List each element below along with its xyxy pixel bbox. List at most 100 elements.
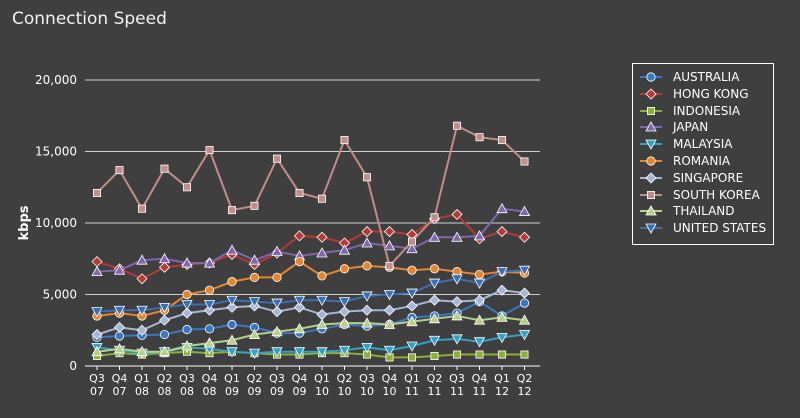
y-tick-label: 20,000: [35, 73, 77, 87]
data-point-united-states: [293, 295, 306, 307]
data-point-japan: [338, 244, 351, 255]
data-point-hong-kong: [361, 226, 373, 238]
data-point-hong-kong: [451, 208, 463, 220]
x-tick-label: Q4 07: [112, 372, 128, 398]
legend-symbol: [640, 88, 662, 100]
legend-marker: [646, 72, 656, 82]
data-point-japan: [383, 240, 396, 251]
data-point-south-korea: [93, 188, 102, 197]
data-point-hong-kong: [158, 261, 171, 273]
data-point-japan: [406, 242, 418, 254]
data-point-south-korea: [227, 206, 236, 215]
data-point-thailand: [406, 315, 418, 327]
data-point-united-states: [91, 307, 103, 318]
data-point-indonesia: [475, 350, 484, 359]
data-point-australia: [204, 324, 215, 334]
data-point-thailand: [473, 314, 486, 325]
data-point-south-korea: [362, 173, 371, 182]
data-point-hong-kong: [316, 231, 328, 243]
data-point-romania: [294, 257, 305, 267]
legend-symbol: [640, 172, 662, 184]
data-point-thailand: [158, 345, 171, 357]
data-point-singapore: [406, 300, 418, 312]
data-point-thailand: [226, 334, 238, 345]
data-point-singapore: [518, 287, 531, 299]
legend-label: JAPAN: [673, 120, 709, 135]
legend-marker: [646, 156, 656, 166]
data-point-malaysia: [293, 347, 306, 358]
x-tick-label: Q2 12: [517, 372, 533, 398]
chart-legend: AUSTRALIA HONG KONG INDONESIA JAPAN MALAYSIA…: [632, 63, 774, 245]
data-point-south-korea: [250, 201, 259, 210]
legend-symbol: [640, 190, 662, 199]
data-point-japan: [113, 264, 126, 275]
y-tick-label: 5,000: [43, 288, 77, 302]
x-tick-label: Q4 11: [472, 372, 488, 398]
legend-marker: [645, 223, 657, 235]
data-point-south-korea: [160, 164, 169, 173]
data-point-romania: [474, 269, 485, 280]
x-tick-label: Q4 09: [292, 372, 308, 398]
data-point-south-korea: [385, 261, 394, 270]
data-point-united-states: [248, 297, 261, 308]
data-point-singapore: [136, 324, 148, 336]
x-tick-label: Q2 09: [247, 372, 263, 398]
data-point-south-korea: [205, 146, 214, 155]
data-point-japan: [91, 265, 103, 277]
legend-symbol: [640, 121, 662, 132]
data-point-japan: [271, 245, 283, 257]
data-point-australia: [182, 324, 192, 335]
x-tick-label: Q3 08: [179, 372, 195, 398]
data-point-japan: [518, 205, 531, 216]
data-point-united-states: [518, 265, 531, 277]
data-point-united-states: [203, 300, 216, 311]
legend-marker: [645, 172, 657, 184]
data-point-singapore: [451, 296, 463, 308]
data-point-united-states: [181, 300, 193, 311]
data-point-thailand: [496, 311, 508, 322]
series-australia: [92, 297, 530, 342]
data-point-romania: [182, 289, 192, 300]
data-point-indonesia: [520, 350, 529, 359]
data-point-indonesia: [452, 350, 461, 359]
y-tick-label: 0: [69, 359, 77, 373]
legend-label: SOUTH KOREA: [673, 187, 760, 202]
data-point-thailand: [203, 337, 216, 348]
series-line-south-korea: [96, 124, 526, 268]
legend-marker: [645, 139, 657, 151]
data-point-south-korea: [520, 157, 529, 166]
data-point-singapore: [473, 294, 486, 306]
data-point-japan: [428, 231, 441, 242]
data-point-hong-kong: [518, 231, 531, 243]
legend-label: MALAYSIA: [673, 137, 733, 152]
data-point-hong-kong: [383, 226, 396, 238]
data-point-japan: [158, 252, 171, 264]
series-thailand: [91, 310, 531, 357]
data-point-japan: [226, 244, 238, 255]
data-point-japan: [181, 257, 193, 268]
data-point-singapore: [361, 304, 373, 316]
data-point-japan: [361, 237, 373, 248]
series-united-states: [91, 265, 531, 318]
y-axis-label: kbps: [17, 205, 32, 240]
data-point-thailand: [271, 325, 283, 337]
x-tick-label: Q2 10: [337, 372, 353, 398]
data-point-singapore: [226, 301, 238, 313]
data-point-united-states: [316, 295, 328, 307]
data-point-thailand: [181, 340, 193, 351]
data-point-indonesia: [497, 350, 506, 359]
y-tick-label: 15,000: [35, 145, 77, 159]
legend-label: AUSTRALIA: [673, 70, 740, 84]
data-point-australia: [227, 319, 237, 330]
legend-symbol: [640, 223, 662, 235]
legend-label: SINGAPORE: [673, 170, 744, 185]
data-point-thailand: [428, 312, 441, 324]
data-point-thailand: [136, 345, 148, 357]
data-point-japan: [473, 230, 486, 241]
data-point-united-states: [338, 297, 351, 308]
data-point-romania: [339, 264, 350, 274]
legend-item-hong-kong: HONG KONG: [639, 86, 749, 102]
data-point-united-states: [361, 291, 373, 302]
data-point-japan: [248, 254, 261, 265]
x-tick-label: Q1 11: [404, 372, 420, 398]
